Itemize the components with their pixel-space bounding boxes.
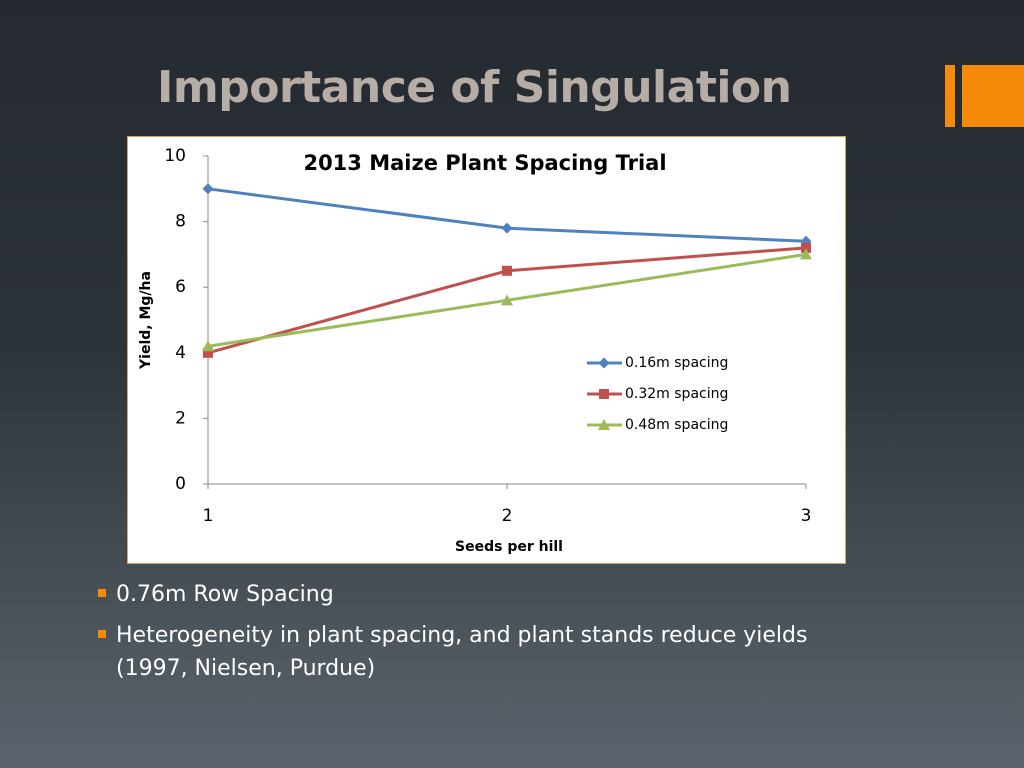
marker [501,222,513,234]
bullet: 0.76m Row Spacing [96,578,856,611]
marker [202,183,214,195]
marker [598,419,610,430]
marker [800,248,812,260]
y-axis-label: Yield, Mg/ha [138,271,154,370]
y-tick-label: 4 [175,343,186,363]
x-tick-label: 2 [502,506,513,526]
chart-frame [127,136,846,564]
decoration [962,65,1024,127]
legend-label: 0.16m spacing [625,355,728,371]
bullet-list: 0.76m Row Spacing Heterogeneity in plant … [96,578,856,693]
x-axis-label: Seeds per hill [455,539,563,555]
bullet: Heterogeneity in plant spacing, and plan… [96,619,856,685]
marker [501,294,513,306]
decoration [945,65,955,127]
chart-title: 2013 Maize Plant Spacing Trial [303,151,666,175]
slide-title: Importance of Singulation [157,62,792,113]
legend-label: 0.48m spacing [625,417,728,433]
marker [502,265,512,276]
y-tick-label: 8 [175,212,186,232]
y-tick-label: 6 [175,277,186,297]
marker [203,347,213,358]
y-tick-label: 2 [175,408,186,428]
marker [801,242,811,253]
y-tick-label: 0 [175,474,186,494]
y-tick-label: 10 [164,146,186,166]
marker [202,340,214,352]
x-tick-label: 1 [203,506,214,526]
chart: 2013 Maize Plant Spacing Trial Seeds per… [127,136,846,564]
x-tick-label: 3 [801,506,812,526]
legend-label: 0.32m spacing [625,386,728,402]
marker [598,357,610,369]
marker [599,389,609,399]
